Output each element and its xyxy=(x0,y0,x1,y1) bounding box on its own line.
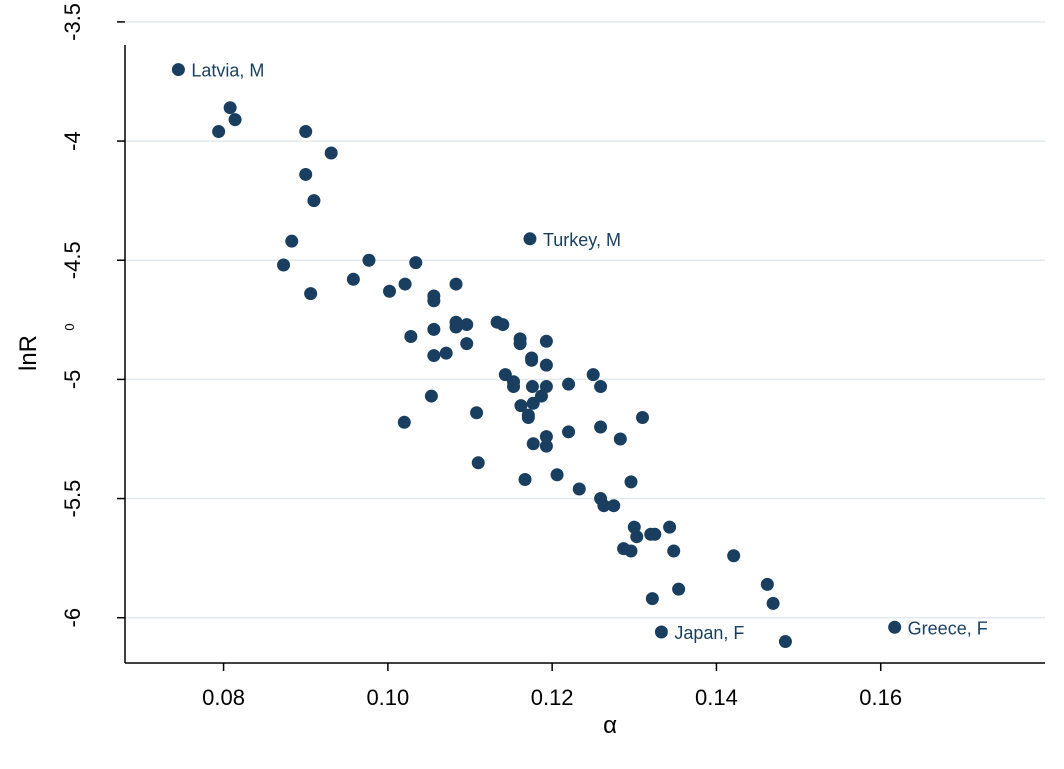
data-point-5 xyxy=(299,167,313,181)
data-point-76 xyxy=(760,577,774,591)
data-point-19 xyxy=(427,349,441,363)
data-point-36 xyxy=(507,380,521,394)
data-point-24 xyxy=(460,318,474,332)
data-point-6 xyxy=(307,194,321,208)
data-point-43 xyxy=(521,411,535,425)
data-point-72 xyxy=(667,544,681,558)
data-point-21 xyxy=(449,277,463,291)
y-tick-label-4: -5.5 xyxy=(60,480,85,518)
data-point-53 xyxy=(636,411,649,425)
data-point-59 xyxy=(550,468,564,482)
labeled-point-0 xyxy=(171,63,185,77)
data-point-51 xyxy=(594,420,608,434)
data-point-74 xyxy=(645,592,659,606)
y-tick-label-0: -3.5 xyxy=(60,3,85,41)
data-point-32 xyxy=(525,353,539,367)
data-point-46 xyxy=(539,439,553,453)
data-point-33 xyxy=(539,358,553,372)
data-point-18 xyxy=(427,322,441,336)
x-tick-label-3: 0.14 xyxy=(695,685,738,710)
data-point-10 xyxy=(362,253,376,267)
x-tick-label-0: 0.08 xyxy=(202,685,245,710)
x-tick-label-4: 0.16 xyxy=(859,685,902,710)
point-label-3: Greece, F xyxy=(908,618,988,638)
gridlines xyxy=(125,21,1045,619)
data-point-13 xyxy=(398,277,412,291)
data-point-57 xyxy=(471,456,485,470)
y-axis-title-group: lnR 0 xyxy=(15,323,77,371)
data-point-63 xyxy=(607,499,621,513)
labeled-point-1 xyxy=(523,232,537,246)
data-point-11 xyxy=(346,272,360,286)
y-tick-label-5: -6 xyxy=(60,608,85,628)
data-point-25 xyxy=(460,337,474,351)
data-point-30 xyxy=(539,334,553,348)
x-tick-label-1: 0.10 xyxy=(366,685,409,710)
data-point-29 xyxy=(513,337,527,351)
labeled-points: Latvia, M Turkey, M Japan, F Greece, F xyxy=(171,61,988,643)
data-point-47 xyxy=(562,377,576,391)
data-point-45 xyxy=(526,437,540,451)
data-point-23 xyxy=(449,320,463,334)
data-points xyxy=(212,101,792,649)
data-point-0 xyxy=(223,101,237,115)
data-point-78 xyxy=(778,635,792,649)
data-point-41 xyxy=(514,399,528,413)
data-point-27 xyxy=(496,318,510,332)
point-label-1: Turkey, M xyxy=(543,230,621,250)
data-point-50 xyxy=(562,425,576,439)
data-point-2 xyxy=(212,125,226,139)
data-point-7 xyxy=(285,234,299,248)
data-point-62 xyxy=(597,499,611,513)
y-tick-label-1: -4 xyxy=(60,131,85,151)
data-point-12 xyxy=(383,284,396,298)
data-point-48 xyxy=(586,368,600,382)
y-axis-ticks: -3.5 -4 -4.5 -5 -5.5 -6 xyxy=(60,3,125,628)
data-point-14 xyxy=(409,256,423,270)
point-label-2: Japan, F xyxy=(674,623,744,643)
data-point-64 xyxy=(624,475,638,489)
data-point-69 xyxy=(663,520,677,534)
data-point-77 xyxy=(766,596,780,610)
data-point-20 xyxy=(439,346,453,360)
data-point-8 xyxy=(277,258,291,272)
labeled-point-2 xyxy=(654,625,668,639)
x-axis-title: α xyxy=(603,712,617,739)
x-axis-ticks: 0.08 0.10 0.12 0.14 0.16 xyxy=(202,663,902,710)
data-point-71 xyxy=(624,544,638,558)
data-point-55 xyxy=(470,406,484,420)
data-point-38 xyxy=(539,380,553,394)
labeled-point-3 xyxy=(888,620,902,634)
data-point-49 xyxy=(594,380,608,394)
data-point-17 xyxy=(427,294,441,308)
data-point-54 xyxy=(424,389,438,403)
y-tick-label-2: -4.5 xyxy=(60,241,85,279)
data-point-40 xyxy=(526,396,540,410)
data-point-37 xyxy=(525,380,539,394)
y-axis-title: lnR xyxy=(15,335,42,371)
data-point-60 xyxy=(572,482,586,496)
y-axis-title-subscript: 0 xyxy=(62,323,77,330)
data-point-1 xyxy=(228,113,242,127)
point-label-0: Latvia, M xyxy=(191,61,264,81)
data-point-4 xyxy=(324,146,338,160)
data-point-9 xyxy=(304,287,318,301)
y-tick-label-3: -5 xyxy=(60,370,85,390)
data-point-52 xyxy=(613,432,627,446)
x-tick-label-2: 0.12 xyxy=(531,685,574,710)
data-point-44 xyxy=(539,430,553,444)
data-point-58 xyxy=(518,472,532,486)
data-point-66 xyxy=(630,530,644,544)
data-point-56 xyxy=(397,415,411,429)
data-point-3 xyxy=(299,125,313,139)
data-point-73 xyxy=(727,549,741,563)
data-point-68 xyxy=(648,527,662,541)
data-point-75 xyxy=(672,582,686,596)
data-point-15 xyxy=(404,330,418,343)
